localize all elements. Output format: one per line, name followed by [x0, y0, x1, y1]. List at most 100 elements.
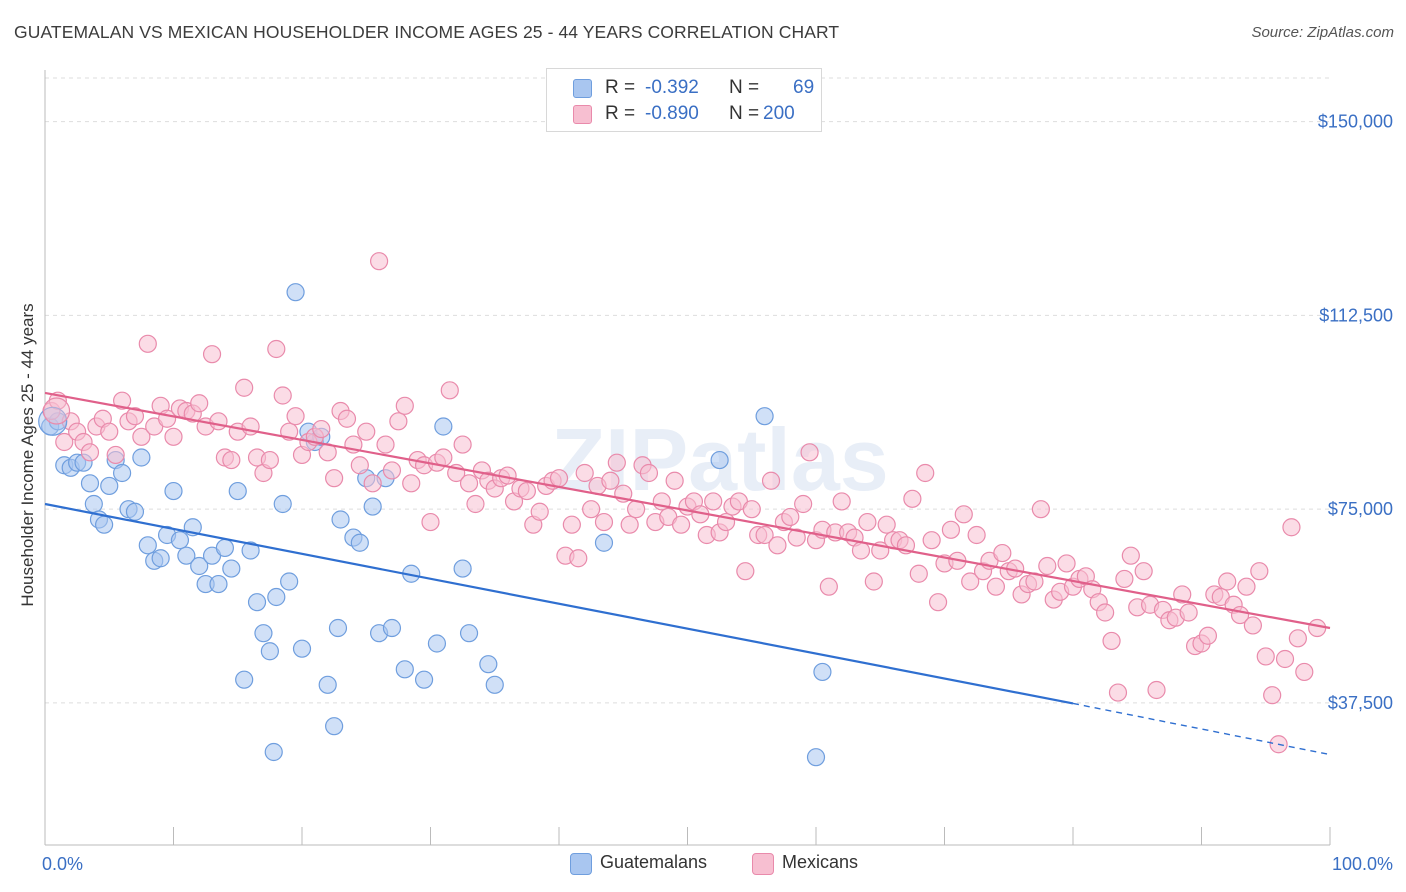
data-point: [247, 593, 267, 612]
data-point: [1108, 683, 1128, 702]
data-point: [125, 407, 145, 426]
legend-n-label: N =: [729, 103, 760, 124]
data-point: [1282, 518, 1301, 537]
data-point: [1237, 577, 1256, 596]
data-point: [170, 531, 190, 550]
data-point: [84, 494, 103, 514]
data-point: [42, 397, 71, 425]
data-point: [100, 422, 119, 441]
stats-legend: R = -0.392 N = 69 R = -0.890 N = 200: [546, 68, 822, 132]
data-point: [267, 339, 286, 359]
data-point: [427, 634, 447, 653]
data-point: [241, 541, 260, 560]
data-point: [228, 481, 247, 501]
data-point: [80, 474, 100, 493]
data-point: [1256, 647, 1275, 666]
data-point: [209, 574, 228, 594]
data-point: [325, 469, 344, 488]
data-point: [903, 489, 922, 508]
data-point: [260, 450, 279, 470]
data-point: [395, 396, 414, 415]
data-point: [594, 533, 614, 552]
data-point: [190, 556, 209, 576]
data-point: [363, 497, 382, 516]
data-point: [530, 502, 549, 521]
data-point: [267, 587, 286, 607]
data-point: [235, 670, 254, 689]
data-point: [928, 593, 948, 612]
data-point: [112, 463, 132, 483]
data-point: [222, 450, 241, 470]
data-point: [132, 448, 151, 467]
data-point: [665, 471, 684, 490]
data-point: [260, 642, 279, 661]
data-point: [620, 515, 639, 534]
data-point: [1115, 569, 1134, 589]
data-point: [594, 512, 614, 532]
data-point: [1263, 686, 1282, 705]
data-point: [768, 536, 787, 555]
data-point: [993, 543, 1012, 563]
data-point: [781, 507, 800, 527]
data-point: [961, 572, 980, 591]
data-point: [582, 500, 601, 519]
data-point: [562, 515, 581, 534]
legend-r-label: R =: [605, 103, 636, 124]
data-point: [1057, 554, 1076, 573]
data-point: [318, 675, 337, 694]
legend-n-value: 69: [793, 77, 815, 98]
bottom-legend-swatch-mexicans: [752, 853, 774, 875]
data-point: [395, 660, 414, 679]
data-point: [254, 624, 273, 643]
data-point: [1031, 500, 1050, 519]
data-point: [376, 435, 395, 454]
data-point: [459, 624, 479, 643]
trend-line-guatemalans: [44, 502, 1074, 705]
data-point: [370, 252, 389, 271]
data-point: [1295, 662, 1314, 682]
bottom-legend-label: Mexicans: [782, 852, 859, 872]
data-point: [363, 474, 382, 493]
legend-swatch-guatemalans: [573, 79, 592, 98]
data-point: [549, 469, 569, 488]
bottom-legend-swatch-guatemalans: [570, 853, 592, 875]
data-point: [607, 453, 626, 472]
data-point: [858, 512, 877, 532]
data-point: [1243, 616, 1263, 635]
data-point: [190, 394, 209, 413]
legend-r-label: R =: [605, 77, 636, 98]
source-label: Source: ZipAtlas.com: [1251, 24, 1394, 41]
chart-title: GUATEMALAN VS MEXICAN HOUSEHOLDER INCOME…: [14, 22, 840, 42]
data-point: [569, 549, 588, 568]
data-point: [402, 474, 421, 493]
data-point: [421, 512, 440, 532]
data-point: [350, 533, 369, 552]
data-point: [100, 476, 119, 496]
data-point: [273, 386, 292, 405]
data-point: [967, 525, 986, 545]
data-point: [80, 443, 100, 462]
data-point: [639, 463, 659, 483]
data-point: [986, 577, 1006, 596]
data-point: [755, 407, 774, 426]
data-point: [864, 572, 883, 591]
data-point: [575, 463, 594, 483]
data-point: [1288, 629, 1307, 648]
data-point: [280, 572, 299, 591]
data-point: [1038, 556, 1057, 576]
data-point: [38, 406, 68, 436]
x-tick-labels: 0.0% 100.0%: [42, 854, 1393, 874]
data-point: [601, 471, 620, 490]
data-point: [215, 538, 234, 558]
data-point: [434, 448, 453, 467]
data-point: [819, 577, 838, 596]
data-point: [1250, 562, 1269, 581]
data-point: [922, 531, 941, 550]
data-point: [132, 427, 151, 446]
data-point: [755, 525, 774, 545]
data-point: [1102, 631, 1121, 651]
data-point: [151, 549, 170, 568]
legend-row-guatemalans: R = -0.392 N = 69: [547, 75, 821, 101]
data-point: [877, 515, 896, 534]
data-point: [328, 618, 348, 638]
